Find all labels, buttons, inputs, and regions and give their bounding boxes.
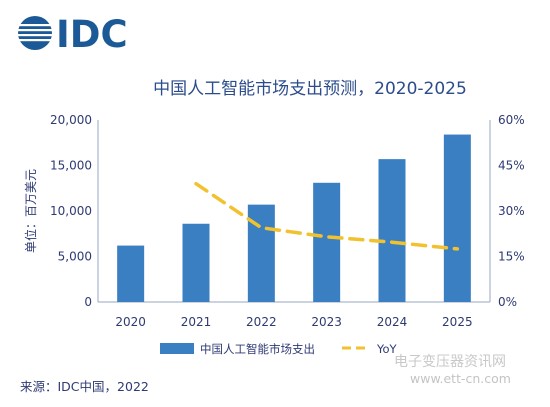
bar-2020 [117, 245, 145, 302]
x-tick-label: 2025 [442, 315, 473, 329]
legend-bar-swatch [160, 343, 194, 354]
yoy-line [194, 181, 460, 251]
left-tick-label: 10,000 [50, 204, 92, 218]
watermark-url: www.ett-cn.com [410, 371, 511, 386]
watermark: 电子变压器资讯网 www.ett-cn.com [394, 354, 511, 386]
bar-2024 [378, 159, 406, 302]
bar-series [117, 134, 471, 302]
legend: 中国人工智能市场支出 YoY [160, 342, 398, 356]
x-tick-label: 2022 [246, 315, 277, 329]
watermark-name: 电子变压器资讯网 [394, 354, 506, 370]
right-tick-label: 30% [498, 204, 525, 218]
legend-bar-label: 中国人工智能市场支出 [200, 342, 315, 356]
x-tick-label: 2024 [377, 315, 408, 329]
right-tick-labels: 0% 15% 30% 45% 60% [498, 113, 525, 309]
left-tick-labels: 0 5,000 10,000 15,000 20,000 [50, 113, 92, 309]
x-tick-label: 2020 [115, 315, 146, 329]
right-tick-label: 60% [498, 113, 525, 127]
right-tick-label: 0% [498, 295, 517, 309]
x-tick-label: 2021 [181, 315, 212, 329]
left-tick-label: 20,000 [50, 113, 92, 127]
bar-2023 [313, 182, 341, 302]
source-note: 来源：IDC中国，2022 [20, 379, 149, 394]
logo-text: IDC [56, 13, 128, 56]
bar-2021 [182, 223, 210, 302]
left-tick-label: 0 [84, 295, 92, 309]
left-tick-label: 15,000 [50, 159, 92, 173]
globe-icon [18, 16, 52, 50]
x-tick-labels: 2020 2021 2022 2023 2024 2025 [115, 315, 472, 329]
bar-2025 [443, 134, 471, 302]
x-tick-label: 2023 [311, 315, 342, 329]
left-tick-label: 5,000 [58, 250, 92, 264]
y-axis-label: 单位：百万美元 [23, 169, 38, 253]
right-tick-label: 45% [498, 159, 525, 173]
right-tick-label: 15% [498, 250, 525, 264]
legend-line-label: YoY [376, 342, 398, 356]
chart-title: 中国人工智能市场支出预测，2020-2025 [153, 79, 467, 99]
bar-2022 [247, 204, 275, 302]
idc-logo: IDC [18, 13, 128, 56]
yoy-series [194, 181, 460, 251]
